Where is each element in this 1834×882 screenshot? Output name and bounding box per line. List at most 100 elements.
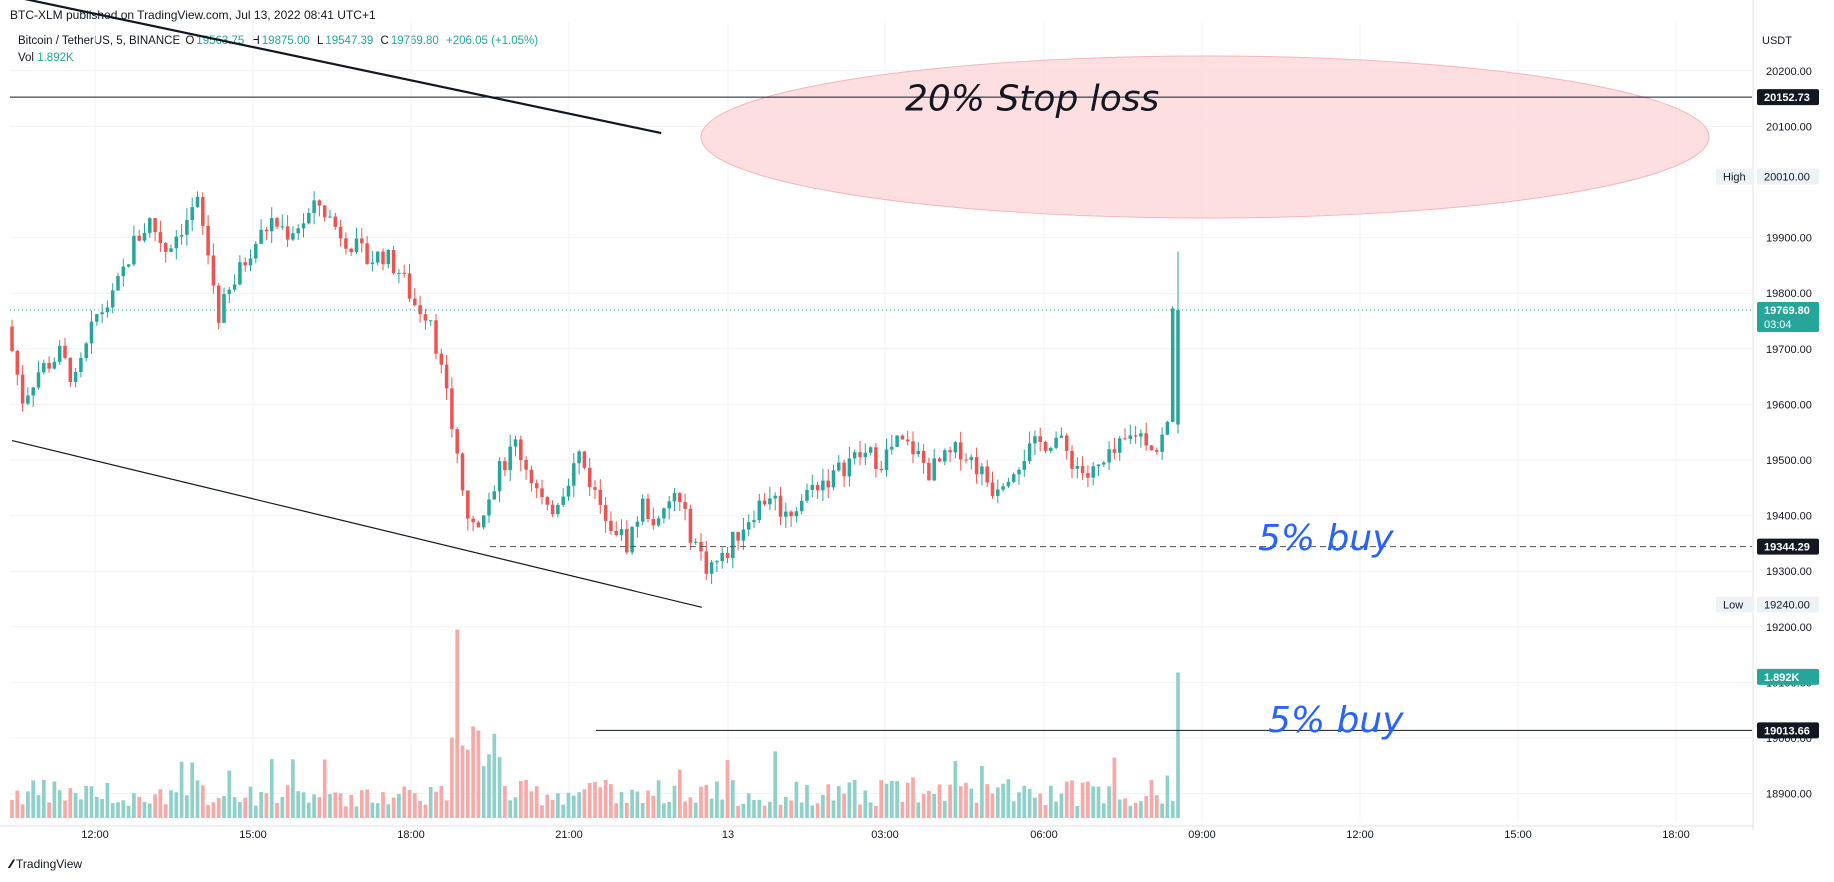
volume-bar — [810, 805, 815, 818]
volume-bar — [1027, 788, 1032, 818]
candle-body — [1027, 443, 1032, 462]
volume-bar — [386, 804, 391, 818]
candle-body — [190, 207, 194, 220]
time-tick-label: 13 — [722, 829, 734, 841]
candle-body — [1096, 464, 1101, 467]
candle-body — [884, 449, 889, 471]
candle-body — [1022, 461, 1027, 470]
brand-name: TradingView — [16, 857, 83, 871]
volume-bar — [895, 781, 899, 818]
candle-body — [566, 485, 571, 497]
volume-bar — [683, 801, 687, 818]
volume-bar — [1059, 793, 1064, 818]
volume-bar — [248, 786, 253, 818]
candle-body — [148, 218, 152, 233]
volume-bar — [646, 790, 650, 818]
volume-bar — [805, 785, 809, 818]
volume-bar — [556, 793, 560, 818]
volume-bar — [79, 799, 83, 818]
volume-bar — [911, 777, 915, 818]
volume-bar — [593, 782, 597, 818]
volume-bar — [1006, 779, 1011, 818]
candle-body — [508, 446, 512, 471]
candle-body — [852, 452, 857, 459]
volume-bar — [52, 781, 57, 818]
candle-body — [349, 248, 353, 253]
annotation-text: 5% buy — [1268, 700, 1404, 741]
volume-bar — [571, 795, 576, 818]
volume-bar — [232, 797, 237, 818]
candle-body — [519, 439, 523, 461]
volume-bar — [709, 798, 714, 818]
candle-body — [810, 484, 815, 490]
volume-bar — [190, 762, 195, 818]
candle-body — [725, 552, 730, 559]
candle-body — [799, 500, 804, 512]
candle-body — [895, 435, 899, 447]
price-tick-label: 19300.00 — [1766, 566, 1812, 578]
volume-bar — [561, 804, 566, 818]
candle-body — [1001, 486, 1005, 490]
volume-bar — [672, 785, 677, 818]
symbol-name: Bitcoin / TetherUS, 5, BINANCE — [18, 35, 181, 47]
candle-body — [709, 562, 714, 574]
candle-body — [752, 520, 756, 523]
volume-bar — [1144, 796, 1149, 818]
candle-body — [768, 498, 772, 505]
candle-body — [116, 276, 120, 291]
candle-body — [317, 200, 322, 206]
price-chart[interactable]: 20% Stop loss 5% buy 5% buy USDT 20200.00 201… — [0, 0, 1834, 850]
volume-bar — [826, 784, 831, 818]
volume-bar — [619, 792, 624, 818]
close-value: 19769.80 — [390, 35, 439, 47]
volume-bar — [497, 757, 502, 818]
candle-body — [985, 466, 989, 483]
volume-bar — [291, 759, 295, 818]
candle-body — [296, 228, 300, 234]
volume-bar — [1123, 798, 1127, 818]
price-tick-label: 19400.00 — [1766, 511, 1812, 523]
candle-body — [1006, 481, 1011, 487]
volume-bar — [948, 784, 952, 818]
volume-bar — [1165, 775, 1170, 818]
volume-bar — [163, 804, 168, 818]
candle-body — [1064, 435, 1069, 451]
volume-bar — [942, 800, 947, 818]
candle-body — [868, 447, 873, 453]
volume-bar — [746, 793, 751, 818]
volume-bar — [391, 797, 396, 818]
volume-bar — [15, 790, 20, 818]
volume-bar — [370, 802, 375, 818]
candle-body — [1070, 450, 1074, 469]
candles — [10, 191, 1180, 585]
candle-body — [57, 345, 62, 362]
volume-bar — [974, 802, 979, 818]
volume-bar — [651, 795, 656, 818]
candle-body — [837, 462, 841, 471]
volume-bar — [465, 749, 470, 818]
footer-brand[interactable]: ⁄⁄ TradingView — [10, 857, 82, 871]
volume-bar — [1149, 780, 1154, 818]
volume-bar — [980, 765, 984, 818]
volume-bar — [1080, 782, 1085, 818]
volume-bar — [566, 792, 571, 818]
candle-body — [540, 488, 544, 498]
candle-body — [307, 212, 311, 224]
candle-body — [450, 388, 454, 430]
price-tag-text: 1.892K — [1764, 672, 1800, 684]
candle-body — [370, 262, 375, 265]
candle-body — [206, 225, 210, 256]
volume-bar — [635, 791, 640, 818]
volume-bar — [20, 804, 25, 818]
volume-bar — [100, 798, 104, 818]
candle-body — [1123, 438, 1127, 440]
candle-body — [614, 530, 618, 535]
price-tag-text: 19344.29 — [1764, 542, 1810, 554]
candle-body — [386, 249, 391, 265]
candle-body — [423, 314, 428, 321]
time-tick-label: 12:00 — [1346, 829, 1374, 841]
volume-bar — [836, 786, 841, 818]
candle-body — [391, 249, 396, 274]
volume-bar — [41, 779, 46, 818]
volume-bar — [916, 802, 921, 818]
